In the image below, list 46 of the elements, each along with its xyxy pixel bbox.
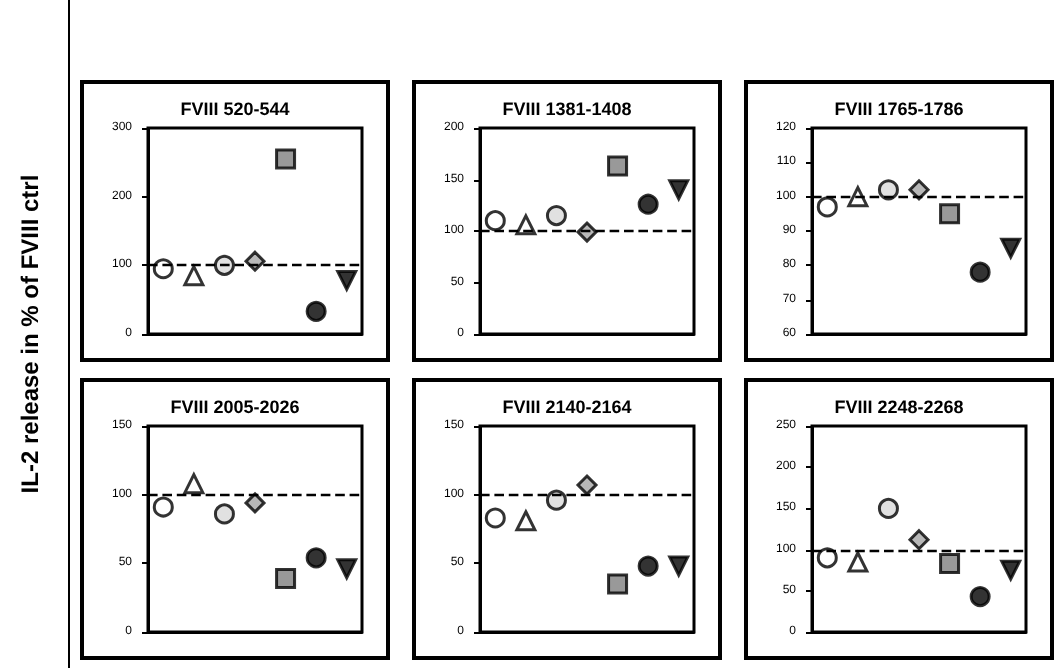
point bbox=[877, 179, 899, 201]
point bbox=[877, 497, 899, 519]
y-axis-title: IL-2 release in % of FVIII ctrl bbox=[16, 174, 44, 494]
point bbox=[847, 551, 869, 573]
point bbox=[908, 529, 930, 551]
point bbox=[637, 193, 659, 215]
point bbox=[515, 510, 537, 532]
point bbox=[816, 547, 838, 569]
point bbox=[668, 555, 690, 577]
chart-title: FVIII 1381-1408 bbox=[502, 99, 632, 119]
point bbox=[484, 507, 506, 529]
point bbox=[908, 179, 930, 201]
point bbox=[607, 573, 629, 595]
point bbox=[213, 503, 235, 525]
point bbox=[305, 547, 327, 569]
chart-title: FVIII 1765-1786 bbox=[834, 99, 964, 119]
point bbox=[183, 473, 205, 495]
point bbox=[576, 474, 598, 496]
point bbox=[668, 179, 690, 201]
point bbox=[939, 553, 961, 575]
point bbox=[545, 489, 567, 511]
point bbox=[1000, 559, 1022, 581]
point bbox=[275, 148, 297, 170]
chart-title: FVIII 2140-2164 bbox=[502, 397, 632, 417]
point bbox=[816, 196, 838, 218]
point bbox=[336, 269, 358, 291]
point bbox=[305, 300, 327, 322]
point bbox=[939, 203, 961, 225]
point bbox=[336, 558, 358, 580]
chart-title: FVIII 520-544 bbox=[180, 99, 290, 119]
chart-title: FVIII 2248-2268 bbox=[834, 397, 964, 417]
chart-title: FVIII 2005-2026 bbox=[170, 397, 300, 417]
point bbox=[244, 492, 266, 514]
point bbox=[213, 254, 235, 276]
point bbox=[183, 265, 205, 287]
point bbox=[152, 496, 174, 518]
point bbox=[607, 155, 629, 177]
point bbox=[484, 210, 506, 232]
point bbox=[1000, 237, 1022, 259]
point bbox=[545, 205, 567, 227]
point bbox=[637, 555, 659, 577]
point bbox=[969, 261, 991, 283]
point bbox=[152, 258, 174, 280]
point bbox=[969, 586, 991, 608]
point bbox=[847, 186, 869, 208]
point bbox=[275, 567, 297, 589]
